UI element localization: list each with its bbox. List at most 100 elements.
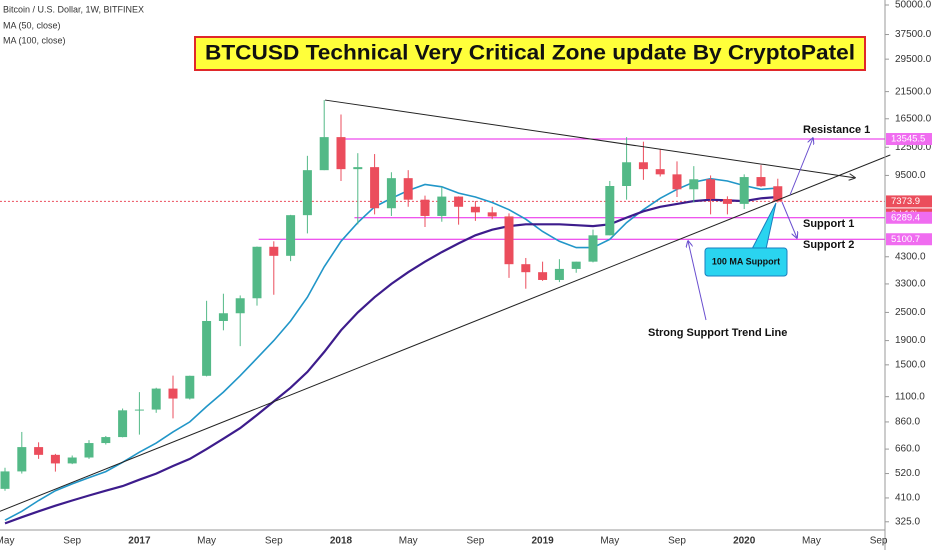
y-tick-label: 1100.0 [895,391,925,402]
x-tick-label: May [0,536,14,547]
title-box [194,36,866,71]
candle-body [622,162,632,186]
candle-body [689,179,699,190]
candle-body [454,196,464,207]
x-tick-label: Sep [668,536,686,547]
callout-box [704,247,788,277]
x-tick-label: 2017 [128,536,151,547]
legend-entry: MA (50, close) [3,20,61,30]
candle-body [319,137,329,171]
y-tick-label: 50000.0 [895,0,932,11]
y-tick-label: 1900.0 [895,335,926,346]
x-tick-label: Sep [63,536,81,547]
x-tick-label: Sep [265,536,283,547]
y-tick-label: 3300.0 [895,279,926,290]
y-tick-label: 1500.0 [895,359,926,370]
candle-body [638,162,648,170]
candle-body [151,388,161,410]
arrow [688,241,707,321]
x-tick-label: May [197,536,216,547]
candle-body [118,410,128,438]
trend-line [324,99,855,178]
candle-body [739,177,749,204]
level-label-bg [886,211,932,224]
candle-body [655,169,665,175]
level-label: 6289.4 [891,212,920,223]
x-tick-label: 2020 [733,536,756,547]
level-label: 5100.7 [891,234,920,245]
candle-body [67,457,77,464]
annotation: Strong Support Trend Line [648,327,787,339]
candle-body [302,170,312,216]
y-tick-label: 4300.0 [895,251,926,262]
candle-body [185,375,195,399]
candle-body [706,179,716,200]
candle-body [218,313,228,321]
candle-body [420,199,430,216]
trend-line [0,154,891,512]
candle-body [437,196,447,216]
candle-body [202,320,212,376]
candle-body [521,264,531,273]
x-tick-label: May [600,536,619,547]
y-tick-label: 325.0 [895,516,920,527]
x-tick-label: 2018 [330,536,353,547]
y-tick-label: 37500.0 [895,29,932,40]
annotation: Support 2 [803,239,854,251]
candle-body [50,454,60,464]
y-tick-label: 9500.0 [895,170,926,181]
y-tick-label: 860.0 [895,417,920,428]
symbol-label: Bitcoin / U.S. Dollar, 1W, BITFINEX [3,4,144,14]
candle-body [269,246,279,256]
y-tick-label: 12500.0 [895,142,932,153]
candle-body [386,178,396,209]
x-tick-label: May [802,536,821,547]
candle-body [588,235,598,262]
level-label-bg [886,133,932,146]
level-label: 13545.5 [891,134,925,145]
candle-body [0,471,10,489]
candle-body [554,268,564,280]
candle-body [605,185,615,236]
y-tick-label: 520.0 [895,468,920,479]
candle-body [134,409,144,411]
y-tick-label: 2500.0 [895,307,926,318]
candle-body [538,272,548,280]
y-tick-label: 410.0 [895,493,920,504]
annotation: Support 1 [803,218,854,230]
x-tick-label: Sep [467,536,485,547]
level-label-bg [886,195,932,208]
callout-text: 100 MA Support [712,256,780,266]
candle-body [252,246,262,299]
candle-body [168,388,178,399]
candle-body [470,206,480,213]
candle-body [504,216,514,265]
y-tick-label: 660.0 [895,444,920,455]
chart-title: BTCUSD Technical Very Critical Zone upda… [205,42,855,65]
level-label-bg [886,233,932,246]
candle-body [487,212,497,217]
candle-body [571,261,581,269]
y-tick-label: 21500.0 [895,86,932,97]
arrow [781,201,797,238]
candle-body [353,167,363,170]
candle-body [84,443,94,458]
candle-body [336,137,346,170]
annotation: Resistance 1 [803,124,870,136]
candle-body [672,174,682,190]
x-tick-label: May [399,536,418,547]
candle-body [286,215,296,256]
candle-body [722,199,732,204]
candle-body [403,178,413,200]
x-tick-label: Sep [870,536,888,547]
candle-body [17,447,27,472]
candle-body [235,298,245,314]
y-tick-label: 29500.0 [895,54,932,65]
arrow [789,138,813,196]
candle-body [34,447,44,455]
candle-body [756,177,766,187]
candle-body [370,167,380,209]
level-label: 7373.9 [891,196,920,207]
ma-line [4,195,778,525]
